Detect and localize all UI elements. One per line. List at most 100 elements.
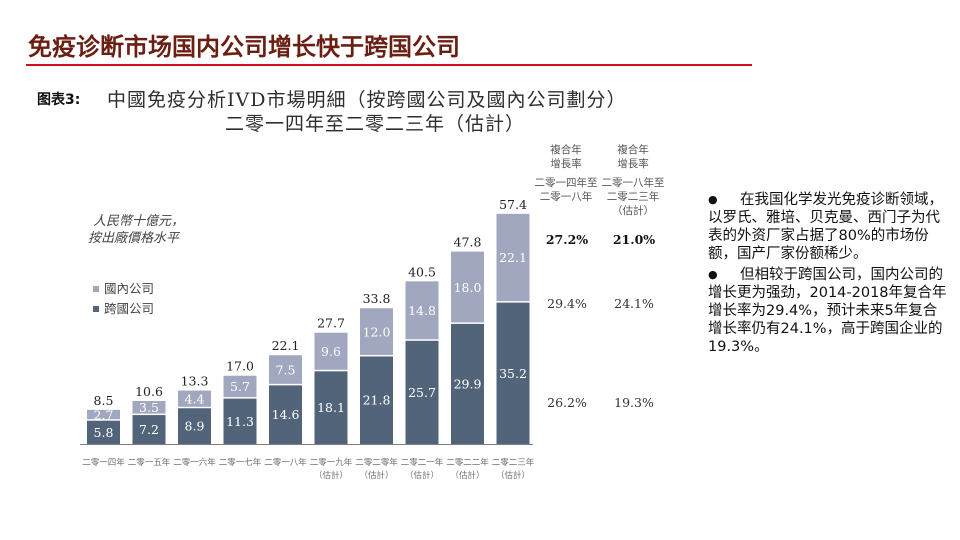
bullet-point: ● 但相较于跨国公司，国内公司的增长更为强劲，2014-2018年复合年增长率为2… — [708, 266, 948, 356]
commentary-bullets: ● 在我国化学发光免疫诊断领域，以罗氏、雅培、贝克曼、西门子为代表的外资厂家占据了… — [708, 191, 948, 359]
cagr-column-2018-2023-header: 複合年 增長率 二零一八年至 二零二三年 （估計） — [593, 143, 673, 218]
x-tick-label: 二零二一年 — [401, 457, 444, 468]
bar-segment-multinational — [223, 398, 257, 444]
cagr-total-2014-2018: 27.2% — [545, 232, 589, 247]
data-label-total: 17.0 — [226, 359, 254, 374]
cagr-domestic-2018-2023: 24.1% — [614, 296, 654, 311]
x-tick-note: （估計） — [314, 470, 348, 481]
chart-title: 中國免疫分析IVD市場明細（按跨國公司及國內公司劃分） — [107, 89, 627, 111]
data-label-domestic: 12.0 — [363, 324, 391, 339]
x-tick-label: 二零二零年 — [355, 457, 398, 468]
bar-segment-domestic — [87, 409, 120, 420]
cagr-column-2014-2018-header: 複合年 增長率 二零一四年至 二零一八年 — [526, 143, 606, 204]
bar-segment-multinational — [269, 385, 302, 444]
bar-segment-domestic — [314, 332, 348, 370]
cagr-header-line: 複合年 — [617, 144, 649, 156]
data-label-multinational: 8.9 — [185, 419, 205, 434]
bar-segment-domestic — [132, 401, 166, 414]
data-label-total: 33.8 — [363, 291, 391, 306]
x-tick-label: 二零一六年 — [173, 457, 216, 468]
y-unit-label-line-2: 按出廠價格水平 — [88, 231, 180, 246]
legend-item-multinational: 跨國公司 — [93, 301, 154, 317]
data-label-total: 57.4 — [499, 197, 527, 212]
cagr-total-2018-2023: 21.0% — [612, 232, 656, 247]
cagr-header-line: 增長率 — [550, 158, 582, 170]
data-label-domestic: 4.4 — [185, 391, 205, 406]
cagr-header-line: 複合年 — [550, 144, 582, 156]
legend-swatch-multinational-icon — [93, 306, 99, 312]
x-tick-note: （估計） — [450, 470, 484, 481]
data-label-multinational: 7.2 — [139, 422, 159, 437]
bullet-text: 但相较于跨国公司，国内公司的增长更为强劲，2014-2018年复合年增长率为29… — [708, 267, 947, 355]
data-label-multinational: 21.8 — [363, 393, 391, 408]
bar-segment-multinational — [496, 302, 530, 444]
cagr-period-line: 二零二三年 — [606, 191, 660, 203]
x-tick-note: （估計） — [405, 470, 439, 481]
x-tick-label: 二零二二年 — [446, 457, 489, 468]
bar-segment-multinational — [405, 340, 439, 444]
page-title: 免疫诊断市场国内公司增长快于跨国公司 — [28, 33, 460, 61]
x-tick-label: 二零一七年 — [219, 457, 262, 468]
cagr-period-line: 二零一八年至 — [601, 177, 665, 189]
title-underline-divider — [26, 64, 752, 66]
cagr-period-line: 二零一四年至 — [534, 177, 598, 189]
bar-segment-multinational — [314, 371, 348, 444]
data-label-multinational: 29.9 — [454, 376, 482, 391]
data-label-total: 13.3 — [181, 374, 209, 389]
bullet-icon: ● — [708, 193, 718, 206]
cagr-multinational-2018-2023: 19.3% — [614, 395, 654, 410]
bar-segment-multinational — [132, 415, 166, 444]
bar-segment-multinational — [178, 408, 211, 444]
legend-label-domestic: 國內公司 — [104, 281, 155, 296]
data-label-domestic: 14.8 — [408, 303, 436, 318]
x-tick-label: 二零一五年 — [128, 457, 171, 468]
figure-label: 图表3: — [37, 92, 81, 108]
data-label-multinational: 14.6 — [272, 407, 300, 422]
data-label-multinational: 25.7 — [408, 385, 436, 400]
bar-segment-multinational — [451, 323, 484, 444]
x-tick-note: （估計） — [496, 470, 530, 481]
data-label-total: 40.5 — [408, 264, 436, 279]
stacked-bar-chart: 5.8 2.78.5 二零一四年 7.2 3.510.6 二零一五年 8.9 4.4 13.3 二… — [80, 197, 535, 481]
data-label-multinational: 35.2 — [499, 366, 527, 381]
legend-swatch-domestic-icon — [93, 286, 99, 292]
chart-subtitle: 二零一四年至二零二三年（估計） — [225, 113, 526, 135]
data-label-multinational: 18.1 — [317, 400, 345, 415]
bar-segment-domestic — [496, 213, 530, 302]
bar-segment-multinational — [87, 420, 120, 444]
bar-segment-domestic — [360, 308, 393, 355]
data-label-total: 22.1 — [272, 338, 300, 353]
data-label-domestic: 7.5 — [276, 362, 296, 377]
data-label-multinational: 11.3 — [226, 414, 254, 429]
data-label-total: 47.8 — [454, 235, 482, 250]
cagr-header-line: 增長率 — [617, 158, 649, 170]
bar-segment-domestic — [405, 281, 439, 340]
bullet-text: 在我国化学发光免疫诊断领域，以罗氏、雅培、贝克曼、西门子为代表的外资厂家占据了8… — [708, 192, 943, 262]
y-unit-label-line-1: 人民幣十億元， — [93, 214, 185, 229]
data-label-domestic: 9.6 — [321, 344, 341, 359]
data-label-total: 27.7 — [317, 316, 345, 331]
cagr-period-line: 二零一八年 — [539, 191, 593, 203]
data-label-domestic: 2.7 — [94, 407, 114, 422]
data-label-domestic: 22.1 — [499, 250, 527, 265]
legend-label-multinational: 跨國公司 — [104, 301, 155, 316]
bullet-icon: ● — [708, 268, 718, 281]
bullet-point: ● 在我国化学发光免疫诊断领域，以罗氏、雅培、贝克曼、西门子为代表的外资厂家占据了… — [708, 191, 948, 263]
x-tick-label: 二零一八年 — [264, 457, 307, 468]
data-label-total: 10.6 — [135, 384, 163, 399]
x-tick-label: 二零一四年 — [82, 457, 125, 468]
x-tick-label: 二零一九年 — [310, 457, 353, 468]
bar-segment-domestic — [269, 355, 302, 384]
bar-segment-multinational — [360, 356, 393, 444]
x-tick-note: （估計） — [359, 470, 393, 481]
bar-segment-domestic — [223, 375, 257, 398]
cagr-period-line: （估計） — [612, 205, 654, 217]
bar-segment-domestic — [451, 251, 484, 323]
data-label-total: 8.5 — [94, 393, 114, 408]
x-tick-label: 二零二三年 — [492, 457, 535, 468]
data-label-domestic: 3.5 — [139, 400, 159, 415]
cagr-domestic-2014-2018: 29.4% — [547, 296, 587, 311]
data-label-domestic: 5.7 — [230, 379, 250, 394]
cagr-multinational-2014-2018: 26.2% — [547, 395, 587, 410]
legend-item-domestic: 國內公司 — [93, 281, 154, 297]
